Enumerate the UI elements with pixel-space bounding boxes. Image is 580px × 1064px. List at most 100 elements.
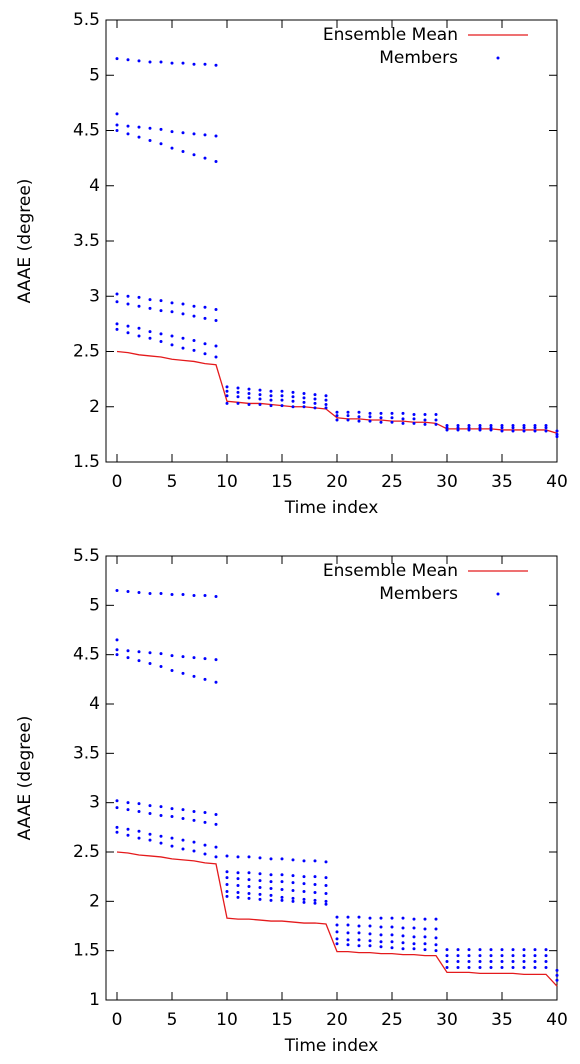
member-point (291, 405, 295, 409)
member-point (489, 960, 493, 964)
member-point (192, 849, 196, 853)
member-point (159, 60, 163, 64)
member-point (357, 415, 361, 419)
member-point (423, 942, 427, 946)
member-point (555, 973, 559, 977)
member-point (478, 428, 482, 432)
member-point (313, 859, 317, 863)
member-point (467, 428, 471, 432)
member-point (423, 422, 427, 426)
member-point (302, 396, 306, 400)
member-point (258, 388, 262, 392)
member-point (401, 926, 405, 930)
member-point (511, 429, 515, 433)
member-point (148, 336, 152, 340)
member-point (148, 838, 152, 842)
member-point (203, 593, 207, 597)
member-point (170, 592, 174, 596)
member-point (478, 954, 482, 958)
y-tick-label: 3.5 (73, 743, 100, 763)
member-point (159, 805, 163, 809)
member-point (434, 422, 438, 426)
member-point (269, 398, 273, 402)
member-point (434, 927, 438, 931)
y-axis-label: AAAE (degree) (15, 179, 35, 304)
member-point (313, 898, 317, 902)
member-point (401, 411, 405, 415)
member-point (269, 404, 273, 408)
member-point (401, 934, 405, 938)
member-point (148, 306, 152, 310)
member-point (291, 874, 295, 878)
member-point (247, 878, 251, 882)
member-point (115, 638, 119, 642)
member-point (489, 954, 493, 958)
member-point (401, 417, 405, 421)
member-point (137, 59, 141, 63)
member-point (313, 890, 317, 894)
y-tick-label: 3.5 (73, 231, 100, 251)
member-point (269, 394, 273, 398)
member-point (379, 416, 383, 420)
member-point (236, 386, 240, 390)
member-point (192, 153, 196, 157)
member-point (544, 429, 548, 433)
member-point (346, 943, 350, 947)
member-point (302, 859, 306, 863)
member-point (170, 343, 174, 347)
x-tick-label: 30 (436, 472, 458, 492)
member-point (214, 319, 218, 323)
legend-label: Ensemble Mean (323, 25, 458, 45)
member-point (269, 898, 273, 902)
y-tick-label: 2.5 (73, 842, 100, 862)
member-point (335, 942, 339, 946)
member-point (423, 418, 427, 422)
member-point (247, 896, 251, 900)
member-point (126, 331, 130, 335)
member-point (236, 401, 240, 405)
member-point (148, 662, 152, 666)
member-point (181, 336, 185, 340)
member-point (302, 405, 306, 409)
x-tick-label: 5 (167, 1010, 178, 1030)
member-point (302, 900, 306, 904)
y-tick-label: 5 (89, 65, 100, 85)
member-point (148, 330, 152, 334)
member-point (478, 965, 482, 969)
member-point (401, 941, 405, 945)
x-tick-label: 35 (491, 1010, 513, 1030)
member-point (159, 813, 163, 817)
member-point (115, 129, 119, 132)
member-point (357, 944, 361, 948)
member-point (126, 649, 130, 653)
member-point (225, 854, 229, 858)
member-point (500, 965, 504, 969)
member-point (478, 424, 482, 428)
member-point (258, 872, 262, 876)
member-point (368, 932, 372, 936)
member-point (203, 342, 207, 346)
member-point (181, 838, 185, 842)
member-point (390, 420, 394, 424)
plot-frame (105, 19, 558, 463)
member-point (467, 426, 471, 430)
member-point (291, 899, 295, 903)
y-tick-label: 5 (89, 595, 100, 615)
member-point (368, 916, 372, 920)
member-point (522, 960, 526, 964)
member-point (247, 855, 251, 859)
member-point (192, 840, 196, 844)
y-tick-label: 5.5 (73, 546, 100, 566)
member-point (379, 916, 383, 920)
member-point (137, 125, 141, 129)
member-point (159, 665, 163, 669)
member-point (192, 656, 196, 660)
member-point (291, 390, 295, 394)
member-point (258, 892, 262, 896)
member-point (247, 391, 251, 395)
member-point (456, 428, 460, 432)
member-point (324, 403, 328, 407)
member-point (291, 395, 295, 399)
member-point (368, 924, 372, 928)
member-point (412, 926, 416, 930)
